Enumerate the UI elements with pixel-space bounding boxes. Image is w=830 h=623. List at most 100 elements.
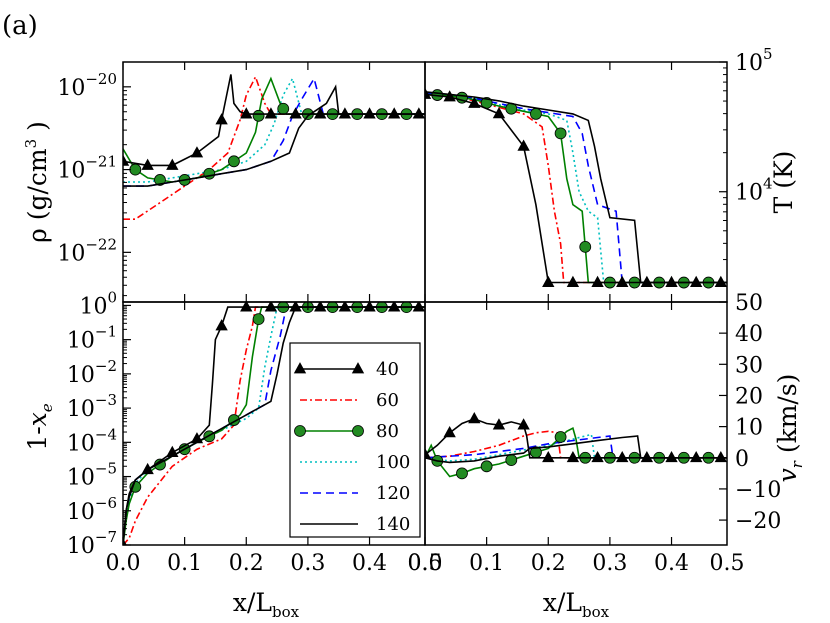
marker-40 bbox=[166, 158, 179, 170]
xlabel-right: x/Lbox bbox=[543, 588, 610, 621]
marker-80 bbox=[579, 240, 592, 253]
marker-40 bbox=[616, 275, 629, 287]
marker-80 bbox=[252, 313, 265, 326]
y-tick-label: 10−22 bbox=[57, 235, 117, 266]
x-tick-label: 0.4 bbox=[352, 551, 387, 576]
marker-80 bbox=[530, 107, 542, 120]
legend-box bbox=[289, 342, 421, 538]
marker-80 bbox=[252, 109, 265, 122]
marker-40 bbox=[425, 447, 432, 460]
x-tick-label: 0.2 bbox=[229, 551, 264, 576]
ylabel-temperature: T (K) bbox=[769, 151, 798, 214]
marker-40 bbox=[690, 450, 703, 463]
marker-40 bbox=[566, 450, 580, 463]
series-line-60 bbox=[425, 430, 727, 459]
y-tick-label: 50 bbox=[735, 291, 763, 316]
marker-80 bbox=[480, 460, 493, 473]
marker-80 bbox=[505, 454, 518, 467]
marker-80 bbox=[554, 127, 567, 140]
legend-label-120: 120 bbox=[376, 483, 410, 504]
marker-40 bbox=[388, 302, 401, 312]
marker-40 bbox=[240, 107, 253, 119]
series-line-120 bbox=[425, 92, 727, 284]
series-line-100 bbox=[425, 433, 727, 462]
marker-40 bbox=[443, 90, 456, 102]
y-tick-label: 104 bbox=[735, 175, 773, 206]
marker-40 bbox=[714, 275, 727, 287]
ylabel-density: ρ (g/cm3 ) bbox=[22, 121, 52, 243]
marker-80 bbox=[228, 155, 240, 168]
y-tick-label: 10−1 bbox=[67, 323, 117, 354]
legend-label-60: 60 bbox=[376, 390, 399, 411]
marker-80 bbox=[129, 163, 142, 176]
ylabel-velocity: vr (km/s) bbox=[773, 374, 806, 483]
series-line-60 bbox=[123, 306, 425, 545]
legend-marker bbox=[352, 425, 364, 437]
marker-40 bbox=[388, 107, 401, 119]
marker-40 bbox=[492, 418, 506, 430]
marker-80 bbox=[554, 431, 567, 443]
y-tick-label: 10−21 bbox=[57, 153, 117, 184]
x-tick-label: 0.1 bbox=[167, 551, 202, 576]
x-tick-label: 0.3 bbox=[290, 551, 325, 576]
y-tick-label: 100 bbox=[79, 288, 117, 319]
marker-40 bbox=[492, 107, 506, 119]
marker-40 bbox=[289, 107, 302, 119]
y-tick-label: −20 bbox=[735, 509, 781, 534]
marker-40 bbox=[363, 107, 376, 119]
marker-40 bbox=[141, 158, 154, 170]
y-tick-label: 20 bbox=[735, 384, 763, 409]
marker-80 bbox=[277, 102, 290, 115]
series-line-100 bbox=[425, 93, 727, 284]
marker-40 bbox=[425, 87, 432, 99]
marker-40 bbox=[714, 450, 727, 463]
x-tick-label: 0.5 bbox=[710, 551, 745, 576]
marker-40 bbox=[468, 411, 481, 424]
series-line-80 bbox=[123, 76, 425, 183]
y-tick-label: 105 bbox=[735, 45, 773, 76]
plot-bottom-left bbox=[123, 302, 425, 545]
x-tick-label: 0.2 bbox=[531, 551, 566, 576]
marker-40 bbox=[665, 450, 678, 463]
ylabel-ion-fraction: 1-xe bbox=[23, 403, 56, 450]
marker-40 bbox=[314, 107, 327, 119]
marker-40 bbox=[412, 107, 425, 119]
marker-40 bbox=[517, 139, 530, 151]
x-tick-label: 0.3 bbox=[592, 551, 627, 576]
marker-40 bbox=[166, 445, 179, 457]
panel-label: (a) bbox=[2, 11, 38, 41]
marker-40 bbox=[215, 319, 228, 331]
marker-40 bbox=[542, 450, 555, 463]
y-tick-label: 0 bbox=[735, 447, 749, 472]
marker-40 bbox=[616, 450, 629, 463]
y-tick-label: 40 bbox=[735, 322, 763, 347]
y-tick-label: 10−5 bbox=[67, 460, 117, 491]
marker-40 bbox=[123, 154, 130, 166]
legend: 40 60 80 100 120 140 bbox=[289, 342, 421, 538]
marker-80 bbox=[203, 167, 216, 180]
y-tick-label: 10 bbox=[735, 416, 763, 441]
plot-top-left bbox=[123, 74, 425, 220]
marker-40 bbox=[468, 96, 481, 108]
y-tick-label: 10−7 bbox=[67, 528, 117, 559]
marker-40 bbox=[338, 302, 352, 312]
plot-top-right bbox=[425, 87, 727, 289]
marker-40 bbox=[690, 275, 703, 287]
marker-40 bbox=[412, 302, 425, 312]
series-line-120 bbox=[425, 435, 727, 459]
x-tick-label: 0.4 bbox=[654, 551, 689, 576]
series-line-140 bbox=[123, 84, 425, 187]
series-line-120 bbox=[123, 306, 425, 545]
marker-40 bbox=[264, 107, 278, 119]
marker-40 bbox=[640, 275, 654, 287]
marker-40 bbox=[190, 432, 204, 444]
legend-label-40: 40 bbox=[376, 359, 399, 380]
marker-80 bbox=[154, 174, 166, 186]
x-tick-label: 0.0 bbox=[408, 551, 443, 576]
marker-40 bbox=[190, 146, 204, 158]
legend-label-80: 80 bbox=[376, 421, 399, 442]
marker-40 bbox=[443, 426, 456, 438]
marker-40 bbox=[517, 418, 530, 430]
legend-label-140: 140 bbox=[376, 514, 410, 535]
